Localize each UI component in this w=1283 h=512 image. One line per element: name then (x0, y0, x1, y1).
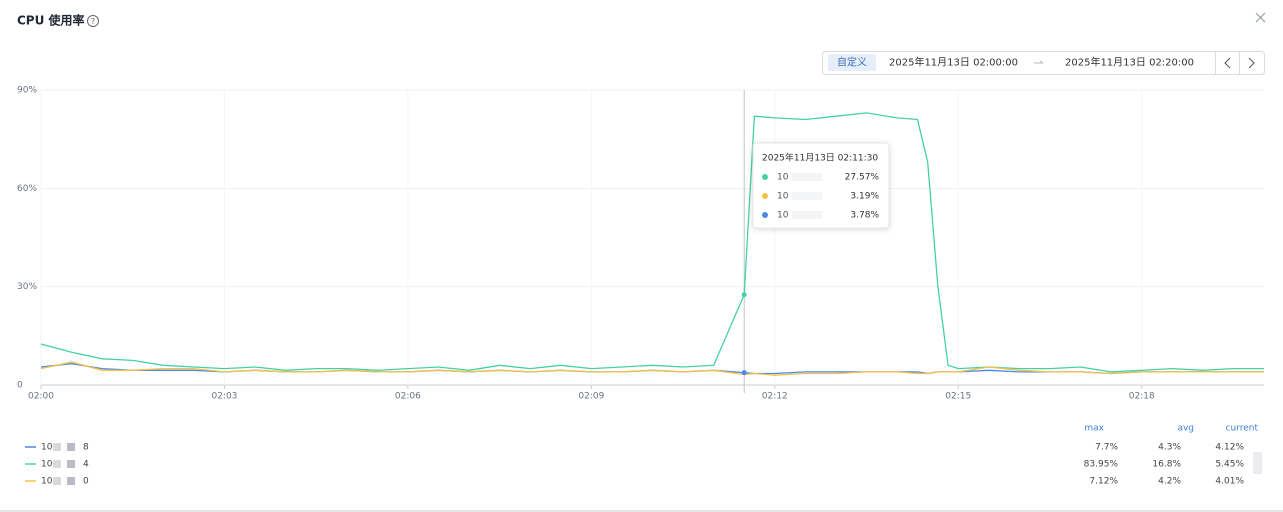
tooltip-name: 10 (777, 173, 789, 183)
redaction (67, 477, 75, 485)
table-cell: 4.2% (1158, 477, 1181, 487)
legend-name[interactable]: 10 (41, 443, 53, 453)
x-tick-label: 02:09 (578, 392, 604, 402)
scrollbar-thumb (1253, 452, 1262, 474)
redaction (53, 460, 61, 468)
range-start[interactable]: 2025年11月13日 02:00:00 (889, 56, 1018, 69)
help-glyph: ? (91, 17, 95, 26)
table-cell: 83.95% (1084, 460, 1119, 470)
range-end[interactable]: 2025年11月13日 02:20:00 (1065, 56, 1194, 69)
table-header[interactable]: max (1084, 424, 1104, 434)
redaction (792, 211, 822, 219)
y-tick-label: 60% (17, 184, 37, 194)
redaction (53, 477, 61, 485)
table-cell: 5.45% (1215, 460, 1244, 470)
tooltip-dot (762, 193, 768, 199)
help-icon[interactable] (87, 15, 99, 27)
panel-title: CPU 使用率 (17, 13, 85, 28)
date-range-picker[interactable] (822, 51, 1265, 75)
table-header[interactable]: avg (1177, 424, 1194, 434)
tooltip-dot (762, 212, 768, 218)
x-tick-label: 02:12 (762, 392, 788, 402)
legend-suffix[interactable]: 4 (83, 460, 89, 470)
redaction (67, 460, 75, 468)
redaction (53, 443, 61, 451)
tooltip (752, 142, 890, 229)
table-cell: 4.01% (1215, 477, 1244, 487)
redaction (792, 192, 822, 200)
x-tick-label: 02:06 (395, 392, 421, 402)
close-button[interactable] (1255, 12, 1266, 23)
tooltip-dot (762, 174, 768, 180)
hover-point (741, 370, 747, 376)
tooltip-value: 3.19% (850, 192, 879, 202)
table-cell: 7.7% (1095, 443, 1118, 453)
range-tag[interactable] (828, 54, 876, 71)
table-cell: 4.3% (1158, 443, 1181, 453)
y-tick-label: 0 (17, 381, 23, 391)
legend-suffix[interactable]: 0 (83, 477, 89, 487)
table-header[interactable]: current (1226, 424, 1259, 434)
legend-name[interactable]: 10 (41, 477, 53, 487)
y-tick-label: 90% (17, 86, 37, 96)
tooltip-value: 3.78% (850, 211, 879, 221)
prev-button[interactable] (1224, 57, 1231, 69)
x-tick-label: 02:18 (1129, 392, 1155, 402)
redaction (67, 443, 75, 451)
range-tag-text: 自定义 (837, 56, 867, 69)
x-tick-label: 02:15 (945, 392, 971, 402)
x-tick-label: 02:03 (211, 392, 237, 402)
legend-name[interactable]: 10 (41, 460, 53, 470)
y-tick-label: 30% (17, 282, 37, 292)
legend-suffix[interactable]: 8 (83, 443, 89, 453)
x-tick-label: 02:00 (28, 392, 54, 402)
table-cell: 16.8% (1152, 460, 1181, 470)
tooltip-name: 10 (777, 211, 789, 221)
next-button[interactable] (1248, 57, 1255, 69)
tooltip-value: 27.57% (845, 173, 880, 183)
series-line (40, 361, 1264, 376)
redaction (792, 173, 822, 181)
table-cell: 7.12% (1089, 477, 1118, 487)
range-arrow (1034, 60, 1044, 64)
series-line (40, 112, 1264, 373)
table-cell: 4.12% (1215, 443, 1244, 453)
hover-point (741, 292, 747, 298)
tooltip-name: 10 (777, 192, 789, 202)
tooltip-time: 2025年11月13日 02:11:30 (762, 152, 878, 164)
